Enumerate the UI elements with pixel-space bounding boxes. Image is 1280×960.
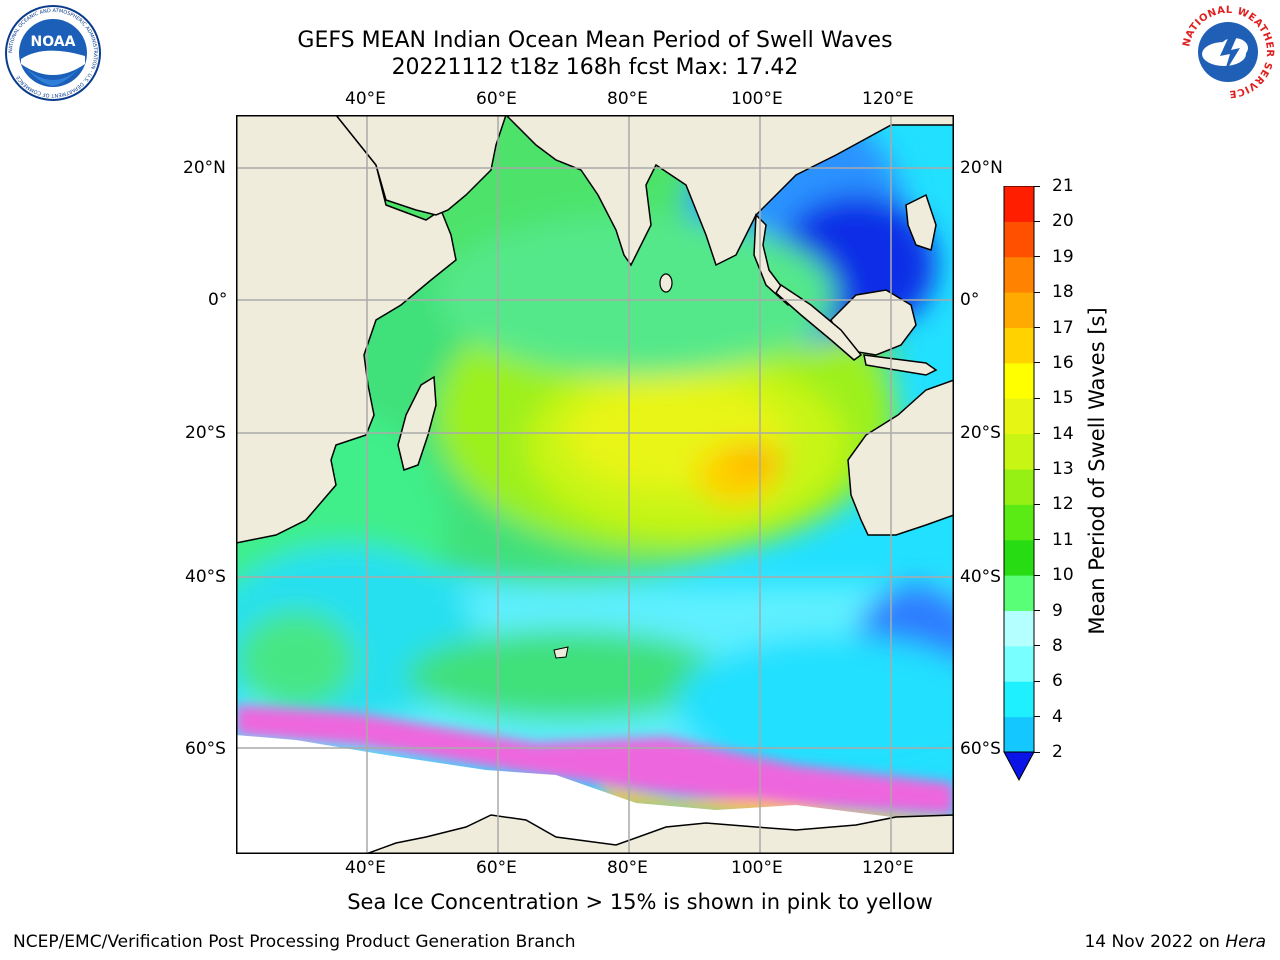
colorbar-tick-mark bbox=[1034, 503, 1040, 505]
colorbar-segment bbox=[1004, 256, 1034, 293]
colorbar-tick-label: 20 bbox=[1052, 211, 1074, 232]
colorbar-tick-label: 12 bbox=[1052, 494, 1074, 515]
colorbar-segment bbox=[1004, 186, 1034, 222]
colorbar-tick-label: 4 bbox=[1052, 706, 1063, 727]
graticule bbox=[236, 115, 954, 854]
philippines-land bbox=[905, 193, 937, 251]
top-lon-label: 40°E bbox=[345, 89, 386, 109]
map-panel bbox=[236, 115, 954, 854]
colorbar-tick-mark bbox=[1034, 751, 1040, 753]
colorbar-tick-mark bbox=[1034, 680, 1040, 682]
colorbar-tick-mark bbox=[1034, 716, 1040, 718]
colorbar-tick-mark bbox=[1034, 433, 1040, 435]
antarctica-land bbox=[365, 814, 954, 854]
colorbar-segment bbox=[1004, 610, 1034, 647]
right-lat-label: 40°S bbox=[960, 567, 1001, 587]
footer-date-text: 14 Nov 2022 on bbox=[1084, 932, 1226, 952]
bottom-lon-label: 100°E bbox=[731, 858, 783, 878]
asia-land bbox=[504, 115, 954, 267]
colorbar-tick-label: 21 bbox=[1052, 176, 1074, 196]
colorbar-tick-label: 11 bbox=[1052, 529, 1074, 550]
chart-subtitle: 20221112 t18z 168h fcst Max: 17.42 bbox=[391, 55, 799, 80]
colorbar-segment bbox=[1004, 433, 1034, 470]
right-lat-label: 60°S bbox=[960, 739, 1001, 759]
colorbar-tick-mark bbox=[1034, 362, 1040, 364]
noaa-logo-text: NOAA bbox=[31, 34, 76, 50]
australia-land bbox=[847, 379, 954, 536]
colorbar-tick-mark bbox=[1034, 468, 1040, 470]
colorbar-segment bbox=[1004, 398, 1034, 435]
sri-lanka-land bbox=[659, 273, 673, 293]
colorbar-segment bbox=[1004, 469, 1034, 505]
left-lat-label: 20°N bbox=[183, 158, 226, 178]
colorbar-tick-label: 19 bbox=[1052, 246, 1074, 267]
colorbar-tick-mark bbox=[1034, 327, 1040, 328]
colorbar-segment bbox=[1004, 362, 1034, 399]
colorbar-segment bbox=[1004, 504, 1034, 541]
colorbar-tick-label: 10 bbox=[1052, 565, 1074, 586]
chart-title: GEFS MEAN Indian Ocean Mean Period of Sw… bbox=[297, 28, 893, 53]
colorbar-tick-mark bbox=[1034, 539, 1040, 541]
bottom-lon-label: 40°E bbox=[345, 858, 386, 878]
colorbar-segment bbox=[1004, 221, 1034, 258]
left-lat-label: 0° bbox=[208, 290, 228, 310]
left-lat-label: 20°S bbox=[185, 423, 226, 443]
footer-host: Hera bbox=[1225, 932, 1266, 952]
footer-date: 14 Nov 2022 on Hera bbox=[1084, 932, 1266, 952]
colorbar-tick-label: 18 bbox=[1052, 282, 1074, 303]
colorbar-tick-label: 16 bbox=[1052, 352, 1074, 373]
colorbar-tick-mark bbox=[1034, 256, 1040, 258]
colorbar-tick-mark bbox=[1034, 645, 1040, 647]
arabia-land bbox=[335, 115, 507, 216]
madagascar-land bbox=[397, 375, 437, 471]
map-frame bbox=[236, 115, 954, 854]
bottom-lon-label: 120°E bbox=[862, 858, 914, 878]
bottom-lon-label: 80°E bbox=[607, 858, 648, 878]
right-lat-label: 0° bbox=[960, 290, 980, 310]
africa-land bbox=[236, 115, 457, 544]
left-lat-label: 60°S bbox=[185, 739, 226, 759]
colorbar bbox=[1000, 185, 1040, 786]
right-lat-label: 20°S bbox=[960, 423, 1001, 443]
nws-logo: NATIONAL WEATHER SERVICE bbox=[1180, 4, 1276, 100]
top-lon-label: 100°E bbox=[731, 89, 783, 109]
colorbar-tick-label: 17 bbox=[1052, 317, 1074, 338]
colorbar-tick-label: 8 bbox=[1052, 635, 1063, 656]
colorbar-tick-label: 2 bbox=[1052, 742, 1063, 762]
right-lat-label: 20°N bbox=[960, 158, 1003, 178]
colorbar-tick-label: 13 bbox=[1052, 459, 1074, 479]
sea-ice-caption: Sea Ice Concentration > 15% is shown in … bbox=[347, 890, 933, 914]
colorbar-tick-mark bbox=[1034, 397, 1040, 399]
colorbar-tick-mark bbox=[1034, 610, 1040, 611]
colorbar-tick-mark bbox=[1034, 185, 1040, 187]
colorbar-segment bbox=[1004, 292, 1034, 328]
colorbar-tick-mark bbox=[1034, 574, 1040, 576]
colorbar-segment bbox=[1004, 645, 1034, 682]
colorbar-segment bbox=[1004, 539, 1034, 576]
colorbar-tick-mark bbox=[1034, 220, 1040, 222]
colorbar-segment bbox=[1004, 716, 1034, 753]
left-lat-label: 40°S bbox=[185, 567, 226, 587]
colorbar-tick-mark bbox=[1034, 291, 1040, 293]
noaa-logo: NOAA NATIONAL OCEANIC AND ATMOSPHERIC AD… bbox=[4, 4, 102, 102]
colorbar-segment bbox=[1004, 327, 1034, 364]
colorbar-tick-label: 9 bbox=[1052, 600, 1063, 621]
footer-branch: NCEP/EMC/Verification Post Processing Pr… bbox=[13, 932, 576, 952]
colorbar-tick-label: 6 bbox=[1052, 671, 1063, 692]
java-land bbox=[863, 354, 938, 376]
top-lon-label: 80°E bbox=[607, 89, 648, 109]
colorbar-tick-label: 15 bbox=[1052, 388, 1074, 409]
colorbar-tick-label: 14 bbox=[1052, 423, 1074, 444]
colorbar-segment bbox=[1004, 681, 1034, 718]
kerguelen-land bbox=[553, 646, 569, 659]
colorbar-label: Mean Period of Swell Waves [s] bbox=[1085, 307, 1109, 635]
ice-shelf-white bbox=[236, 735, 954, 854]
top-lon-label: 120°E bbox=[862, 89, 914, 109]
colorbar-underflow-arrow bbox=[1003, 751, 1035, 782]
top-lon-label: 60°E bbox=[476, 89, 517, 109]
bottom-lon-label: 60°E bbox=[476, 858, 517, 878]
colorbar-segment bbox=[1004, 575, 1034, 611]
